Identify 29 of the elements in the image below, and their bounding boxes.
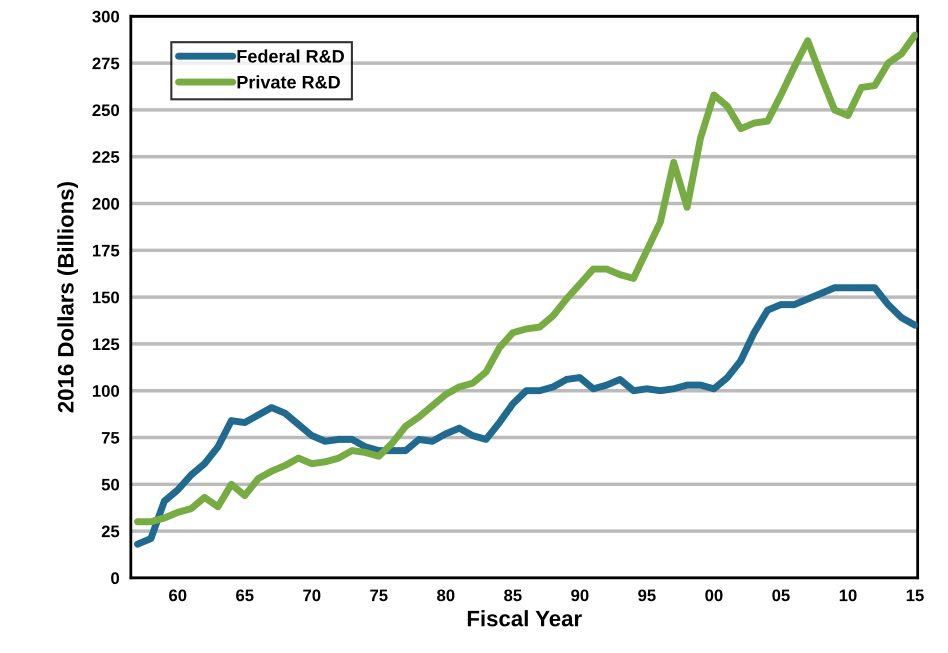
y-tick-label: 50	[102, 478, 120, 491]
x-tick-label: 85	[504, 589, 522, 602]
x-tick-label: 70	[303, 589, 320, 602]
y-axis-title: 2016 Dollars (Billions)	[57, 182, 78, 412]
y-tick-label: 125	[92, 338, 120, 350]
y-tick-label: 200	[92, 198, 120, 210]
x-tick-label: 75	[370, 590, 388, 602]
x-tick-label: 15	[906, 590, 924, 602]
y-tick-label: 175	[92, 244, 120, 257]
y-tick-label: 75	[102, 432, 120, 444]
x-tick-label: 95	[638, 589, 656, 602]
legend-label: Federal R&D	[238, 49, 344, 63]
x-axis-title: Fiscal Year	[468, 610, 582, 626]
y-tick-label: 100	[92, 385, 120, 397]
x-tick-label: 00	[705, 589, 723, 602]
y-tick-label: 300	[92, 10, 120, 23]
y-tick-label: 250	[92, 104, 120, 116]
y-tick-label: 0	[111, 572, 120, 584]
x-tick-label: 60	[169, 589, 186, 602]
x-tick-label: 80	[437, 589, 454, 602]
y-tick-label: 150	[92, 292, 120, 304]
x-tick-label: 90	[571, 589, 588, 602]
x-tick-label: 10	[840, 589, 857, 602]
x-tick-label: 05	[772, 589, 790, 602]
y-tick-label: 275	[92, 58, 120, 70]
y-tick-label: 25	[102, 526, 120, 538]
y-tick-label: 225	[92, 151, 120, 163]
legend-label: Private R&D	[238, 75, 340, 89]
x-tick-label: 65	[236, 589, 254, 602]
